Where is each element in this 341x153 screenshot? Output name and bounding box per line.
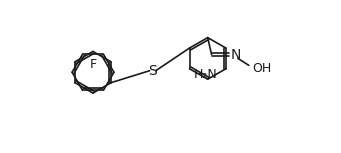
Text: S: S [148, 64, 157, 78]
Text: H₂N: H₂N [193, 68, 217, 81]
Text: OH: OH [252, 62, 271, 75]
Text: N: N [230, 48, 240, 62]
Text: F: F [89, 58, 97, 71]
